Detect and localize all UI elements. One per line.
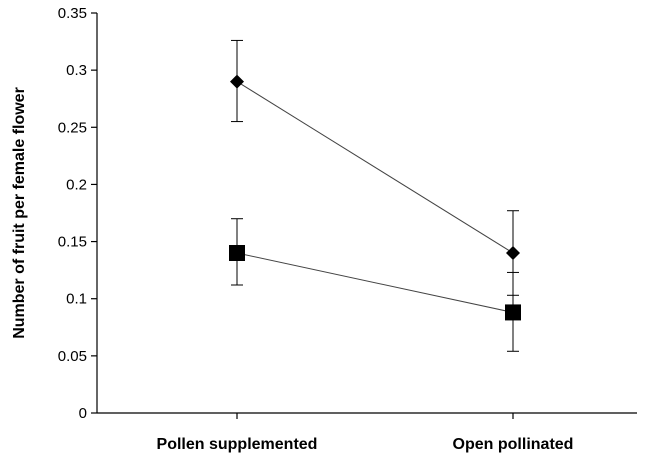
series-diamond: [230, 39, 520, 296]
data-point-diamond: [230, 74, 244, 89]
data-point-diamond: [506, 246, 520, 260]
y-ticks: 0 0.05 0.1 0.15 0.2 0.25 0.3 0.35: [58, 5, 97, 422]
y-axis-title: Number of fruit per female flower: [11, 87, 28, 339]
y-tick-label: 0: [79, 405, 87, 422]
x-tick-label: Pollen supplemented: [157, 436, 318, 453]
series-line: [236, 81, 514, 254]
y-tick-label: 0.05: [58, 348, 87, 365]
data-point-square: [505, 304, 521, 321]
series-line: [236, 252, 514, 313]
y-tick-label: 0.2: [66, 176, 87, 193]
y-tick-label: 0.15: [58, 234, 87, 251]
y-tick-label: 0.25: [58, 119, 87, 136]
y-tick-label: 0.35: [58, 5, 87, 22]
x-tick-label: Open pollinated: [453, 436, 574, 453]
series-square: [229, 218, 521, 352]
series-layer: [229, 39, 521, 352]
x-ticks: Pollen supplemented Open pollinated: [157, 413, 574, 453]
y-tick-label: 0.3: [66, 62, 87, 79]
plot-area: 0 0.05 0.1 0.15 0.2 0.25 0.3 0.35 Pollen supple…: [58, 5, 637, 453]
y-tick-label: 0.1: [66, 291, 87, 308]
data-point-square: [229, 245, 245, 261]
